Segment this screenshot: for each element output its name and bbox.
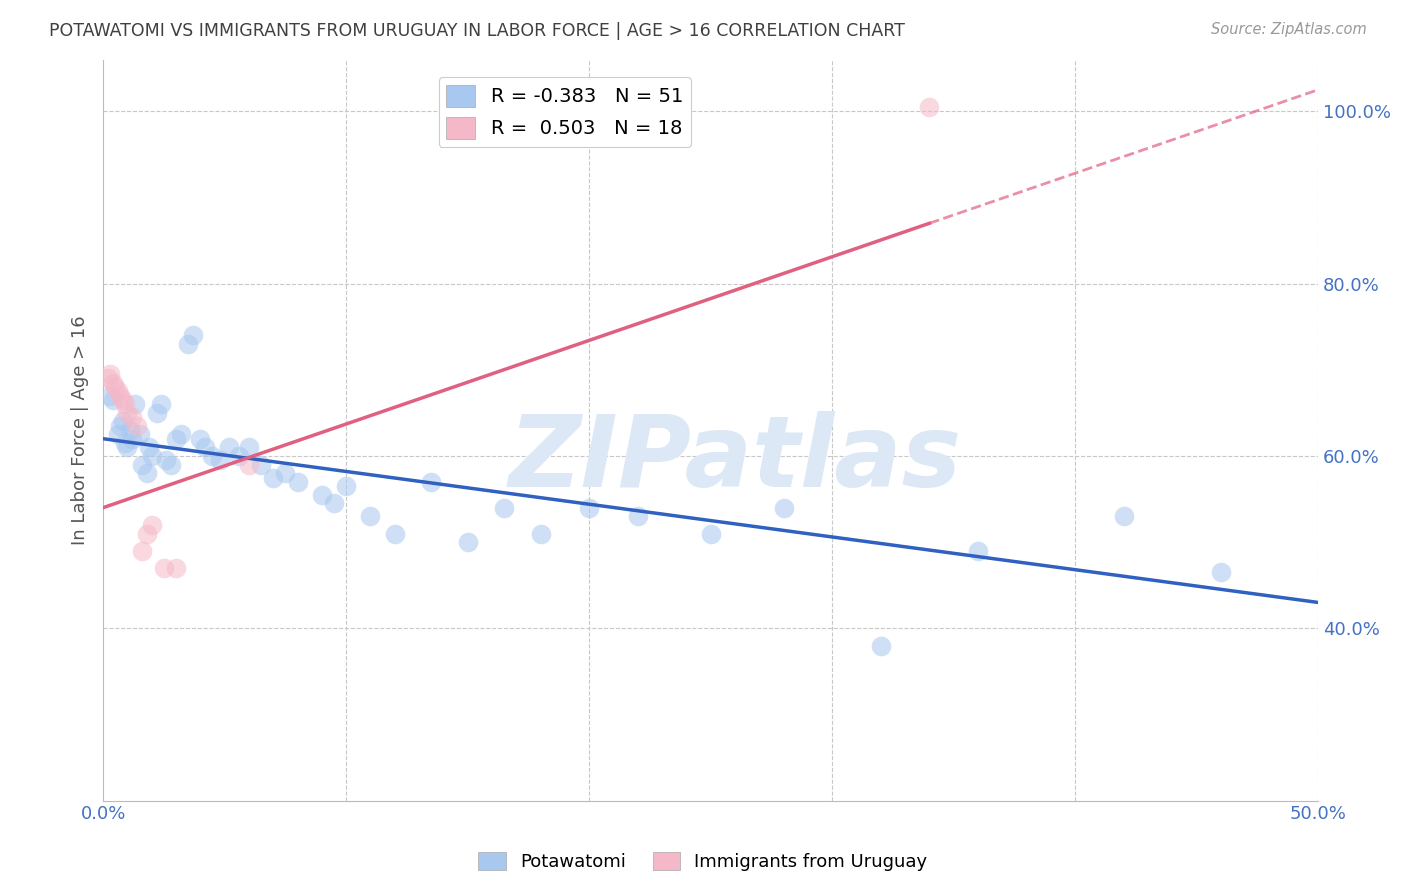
Point [107,427,129,442]
Point [967,543,990,558]
Point [250,458,273,472]
Point [124,397,146,411]
Point [262,470,284,484]
Point [201,449,224,463]
Point [238,458,260,472]
Point [114,397,136,411]
Legend: Potawatomi, Immigrants from Uruguay: Potawatomi, Immigrants from Uruguay [471,845,935,879]
Point [869,639,891,653]
Point [1112,509,1135,524]
Point [188,432,211,446]
Point [218,441,240,455]
Point [101,392,124,407]
Point [323,496,346,510]
Point [131,543,153,558]
Point [121,410,143,425]
Point [150,397,173,411]
Point [228,449,250,463]
Point [127,418,149,433]
Point [384,526,406,541]
Point [155,453,177,467]
Point [108,389,131,403]
Point [1209,566,1232,580]
Point [181,328,204,343]
Point [118,423,141,437]
Point [141,449,163,463]
Point [135,466,157,480]
Text: ZIPatlas: ZIPatlas [509,411,962,508]
Point [274,466,297,480]
Point [165,432,187,446]
Point [208,453,231,467]
Legend: R = -0.383   N = 51, R =  0.503   N = 18: R = -0.383 N = 51, R = 0.503 N = 18 [439,77,692,147]
Text: POTAWATOMI VS IMMIGRANTS FROM URUGUAY IN LABOR FORCE | AGE > 16 CORRELATION CHAR: POTAWATOMI VS IMMIGRANTS FROM URUGUAY IN… [49,22,905,40]
Point [772,500,794,515]
Point [627,509,650,524]
Point [138,441,160,455]
Point [100,367,122,381]
Point [97,371,120,385]
Point [420,475,443,489]
Point [165,561,187,575]
Point [104,380,127,394]
Point [141,517,163,532]
Point [117,406,139,420]
Point [699,526,721,541]
Point [359,509,381,524]
Point [311,488,333,502]
Point [145,406,167,420]
Point [578,500,600,515]
Point [287,475,309,489]
Point [335,479,357,493]
Point [135,526,157,541]
Point [107,384,129,399]
Point [918,100,941,114]
Point [121,432,143,446]
Point [177,337,200,351]
Point [238,441,260,455]
Point [117,441,139,455]
Point [153,561,176,575]
Point [101,376,124,390]
Text: Source: ZipAtlas.com: Source: ZipAtlas.com [1211,22,1367,37]
Point [529,526,551,541]
Point [111,392,134,407]
Point [494,500,516,515]
Y-axis label: In Labor Force | Age > 16: In Labor Force | Age > 16 [72,315,89,545]
Point [100,389,122,403]
Point [108,418,131,433]
Point [114,436,136,450]
Point [194,441,217,455]
Point [128,427,150,442]
Point [131,458,153,472]
Point [170,427,193,442]
Point [457,535,479,549]
Point [160,458,183,472]
Point [111,415,134,429]
